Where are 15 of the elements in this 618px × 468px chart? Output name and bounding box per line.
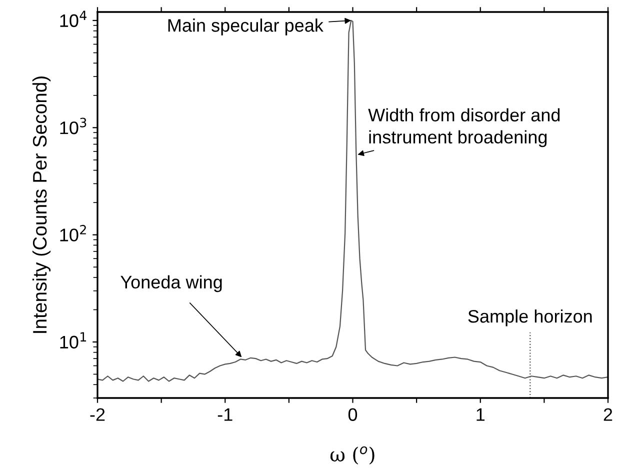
- annotation: Main specular peak: [168, 18, 324, 36]
- x-tick-label: 0: [348, 408, 358, 421]
- x-axis-title: ω ($^{o}$): [330, 446, 374, 464]
- y-tick-label: 10$^{2}$: [60, 224, 86, 242]
- x-tick-label: 1: [476, 408, 485, 421]
- y-tick-label: 10$^{3}$: [60, 118, 86, 134]
- x-tick-label: -1: [218, 408, 232, 421]
- annotation: Yoneda wing: [120, 275, 222, 292]
- annotation: Width from disorder and instrument broadening: [368, 108, 560, 148]
- x-tick-label: -2: [90, 408, 105, 421]
- y-tick-label: 10$^{4}$: [60, 10, 86, 28]
- ref-line-label: Sample horizon: [468, 309, 592, 326]
- y-tick-label: 10$^{1}$: [60, 332, 86, 349]
- x-tick-label: 2: [604, 408, 612, 421]
- y-axis-title: Intensity (Counts Per Second): [32, 76, 51, 333]
